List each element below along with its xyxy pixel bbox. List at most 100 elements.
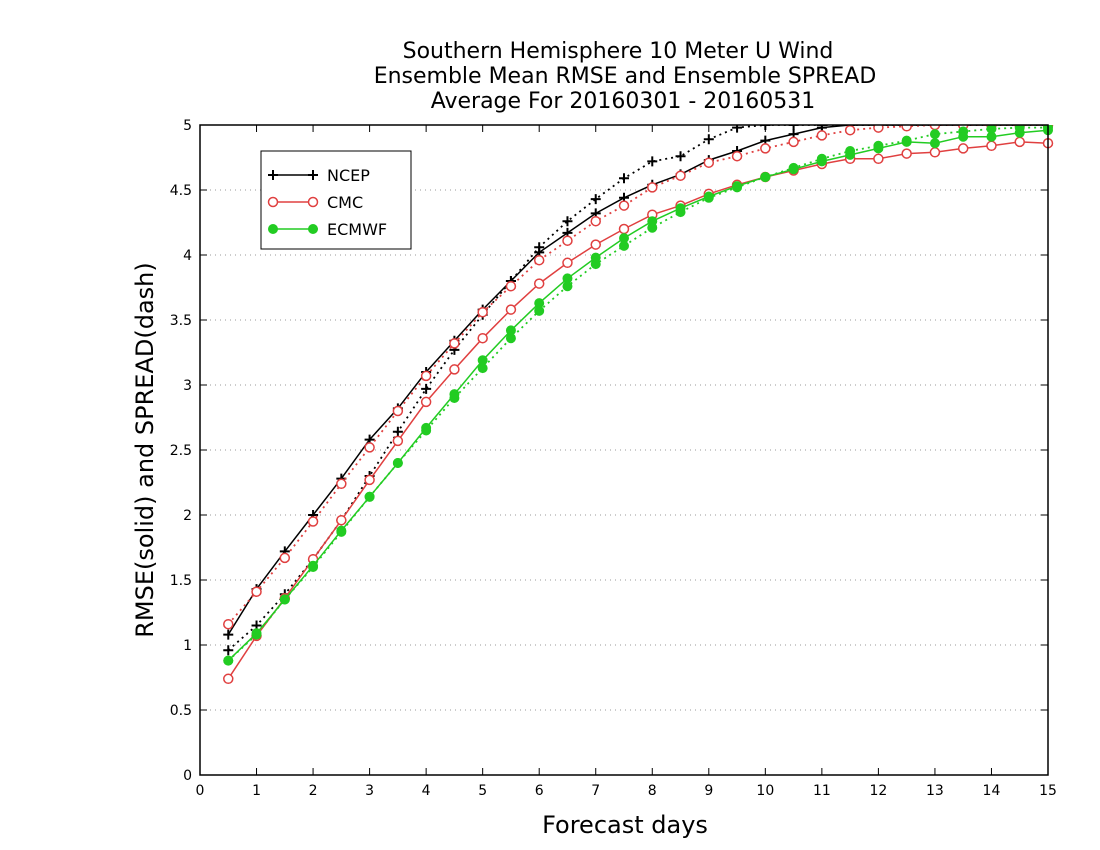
legend-marker-cmc (307, 196, 319, 208)
x-tick-label: 8 (648, 783, 657, 799)
rmse-point-ncep (223, 629, 234, 640)
y-tick-label: 1.5 (170, 573, 192, 589)
spread-point-cmc (223, 618, 234, 630)
title-line-3: Average For 20160301 - 20160531 (431, 89, 816, 114)
title-line-1: Southern Hemisphere 10 Meter U Wind (403, 39, 834, 64)
spread-point-cmc (816, 130, 828, 141)
spread-point-ecmwf (929, 129, 940, 140)
x-axis-ticks: 0 1 2 3 4 5 6 7 8 9 10 11 12 13 14 15 (196, 125, 1057, 799)
title-line-2: Ensemble Mean RMSE and Ensemble SPREAD (374, 64, 877, 89)
spread-point-cmc (392, 405, 404, 417)
rmse-point-cmc (618, 223, 630, 235)
spread-point-cmc (703, 157, 715, 168)
rmse-point-cmc (420, 396, 432, 408)
x-tick-label: 10 (756, 783, 774, 799)
rmse-point-cmc (336, 514, 347, 526)
rmse-point-ecmwf (1014, 127, 1025, 138)
y-tick-label: 4.5 (170, 183, 192, 199)
rmse-point-ecmwf (308, 560, 319, 571)
spread-point-cmc (420, 370, 432, 382)
x-tick-label: 4 (422, 783, 431, 799)
rmse-point-ecmwf (534, 298, 545, 309)
y-tick-label: 3.5 (170, 313, 192, 329)
spread-point-ncep (732, 125, 743, 133)
spread-point-cmc (618, 200, 630, 211)
spread-point-cmc (562, 235, 573, 246)
spread-point-cmc (477, 306, 488, 318)
rmse-point-cmc (901, 148, 912, 159)
x-tick-label: 15 (1039, 783, 1057, 799)
chart-title: Southern Hemisphere 10 Meter U Wind Ense… (374, 39, 877, 114)
spread-point-cmc (307, 516, 319, 527)
legend-marker-ncep (308, 170, 318, 180)
x-tick-label: 0 (196, 783, 205, 799)
spread-point-ncep (562, 216, 573, 227)
rmse-point-ecmwf (958, 131, 969, 142)
x-tick-label: 3 (365, 783, 374, 799)
legend: NCEP CMC ECMWF (260, 150, 412, 250)
y-tick-label: 1 (183, 638, 192, 654)
spread-line-ncep (227, 125, 1048, 651)
y-tick-label: 2.5 (170, 443, 192, 459)
spread-point-ncep (788, 125, 799, 130)
x-tick-label: 1 (252, 783, 261, 799)
spread-point-ncep (392, 426, 403, 437)
rmse-point-cmc (929, 147, 941, 158)
y-tick-label: 0.5 (170, 703, 192, 719)
rmse-point-cmc (873, 153, 884, 165)
rmse-point-ecmwf (986, 131, 997, 142)
spread-point-ncep (760, 125, 771, 130)
rmse-point-ecmwf (477, 355, 488, 366)
spread-point-ncep (223, 645, 234, 656)
rmse-point-ecmwf (675, 203, 686, 214)
rmse-point-ecmwf (562, 273, 573, 284)
y-tick-label: 3 (183, 378, 192, 394)
x-tick-label: 6 (535, 783, 544, 799)
y-tick-label: 0 (183, 768, 192, 784)
spread-point-cmc (336, 478, 347, 490)
plot-frame (199, 124, 1049, 776)
rmse-point-ecmwf (732, 181, 743, 192)
rmse-point-ecmwf (647, 216, 658, 227)
legend-marker-ecmwf (268, 224, 278, 234)
legend-box (260, 150, 412, 250)
rmse-point-cmc (449, 364, 460, 375)
rmse-point-ecmwf (788, 164, 799, 175)
x-axis-label: Forecast days (542, 811, 708, 839)
x-tick-label: 13 (926, 783, 944, 799)
rmse-point-cmc (590, 239, 601, 250)
rmse-point-ecmwf (873, 143, 884, 154)
rmse-point-cmc (364, 474, 375, 486)
rmse-point-ecmwf (364, 491, 375, 502)
rmse-point-ecmwf (590, 252, 601, 263)
x-tick-label: 5 (478, 783, 487, 799)
rmse-point-cmc (1014, 136, 1025, 148)
grid-lines (200, 189, 1048, 711)
rmse-point-ecmwf (505, 325, 516, 336)
rmse-point-ecmwf (703, 191, 714, 202)
spread-point-ncep (619, 173, 629, 184)
x-tick-label: 12 (869, 783, 887, 799)
spread-point-cmc (251, 586, 262, 597)
spread-point-cmc (675, 170, 686, 181)
y-axis-label: RMSE(solid) and SPREAD(dash) (131, 262, 159, 638)
spread-point-ncep (703, 134, 714, 145)
series-ecmwf (223, 125, 1053, 666)
legend-marker-cmc (267, 196, 279, 208)
spread-point-cmc (279, 552, 291, 564)
spread-point-ncep (421, 383, 432, 394)
spread-point-cmc (788, 136, 799, 148)
rmse-point-cmc (505, 304, 517, 315)
rmse-point-ecmwf (251, 628, 262, 639)
rmse-point-ecmwf (392, 458, 403, 468)
y-tick-label: 2 (183, 508, 192, 524)
x-tick-label: 9 (704, 783, 713, 799)
rmse-point-ecmwf (619, 233, 629, 244)
legend-marker-ecmwf (308, 224, 318, 234)
rmse-point-cmc (392, 435, 404, 447)
legend-marker-ncep (268, 170, 278, 180)
x-tick-label: 11 (813, 783, 831, 799)
spread-point-cmc (647, 182, 658, 193)
spread-point-cmc (873, 125, 884, 133)
